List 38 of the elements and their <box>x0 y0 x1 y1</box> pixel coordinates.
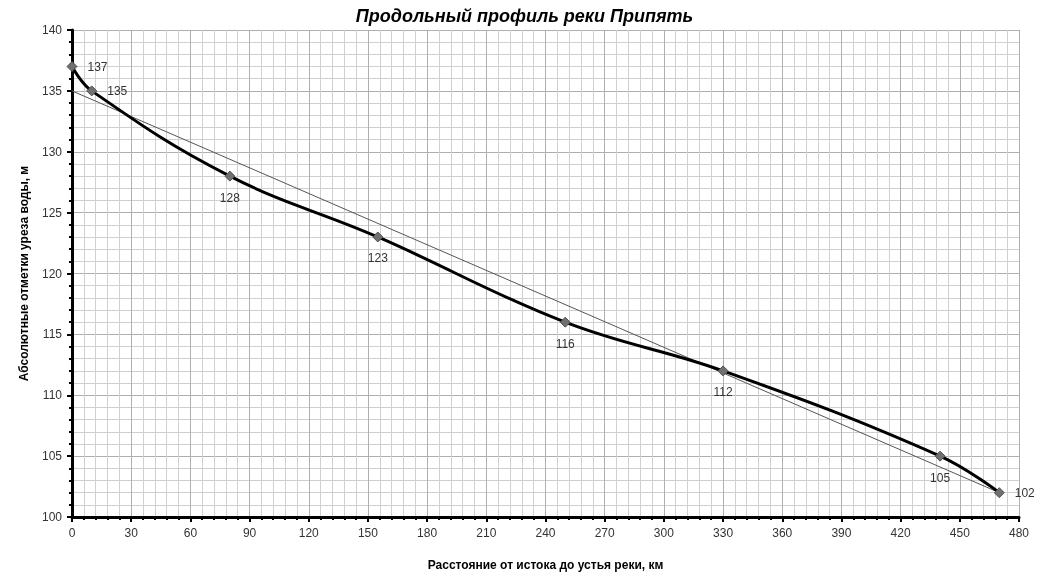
data-label: 123 <box>367 251 389 266</box>
x-tick-label: 120 <box>298 526 320 540</box>
data-label: 105 <box>930 470 951 485</box>
data-label: 112 <box>713 385 733 400</box>
data-label: 128 <box>219 190 241 205</box>
data-label: 116 <box>555 336 576 351</box>
data-label: 137 <box>87 59 108 74</box>
x-tick-label: 330 <box>713 526 734 540</box>
x-tick-label: 300 <box>653 526 675 540</box>
x-tick-label: 90 <box>242 526 257 540</box>
y-tick-label: 115 <box>42 327 63 342</box>
y-tick-label: 130 <box>41 144 63 159</box>
x-tick-label: 450 <box>949 526 971 540</box>
y-tick-label: 125 <box>41 205 63 220</box>
x-tick-label: 360 <box>772 526 793 540</box>
y-tick-label: 105 <box>41 449 63 464</box>
x-tick-label: 270 <box>594 526 616 540</box>
point <box>993 487 1005 499</box>
x-tick-label: 420 <box>890 526 911 540</box>
x-tick-label: 0 <box>68 526 76 540</box>
x-tick-label: 180 <box>417 526 438 540</box>
y-tick-label: 120 <box>41 266 63 281</box>
x-axis-title: Расстояние от истока до устья реки, км <box>427 558 664 572</box>
y-tick-label: 135 <box>41 83 63 98</box>
data-label: 102 <box>1014 485 1036 500</box>
chart-title: Продольный профиль реки Припять <box>355 6 694 26</box>
y-tick-label: 140 <box>41 23 63 37</box>
x-tick-label: 30 <box>124 526 139 540</box>
y-axis-title: Абсолютные отметки уреза воды, м <box>17 165 31 382</box>
x-tick-label: 390 <box>831 526 852 540</box>
x-tick-label: 210 <box>476 526 497 540</box>
x-tick-label: 150 <box>357 526 379 540</box>
y-tick-label: 110 <box>42 388 63 403</box>
x-tick-label: 240 <box>535 526 556 540</box>
x-tick-label: 480 <box>1008 526 1030 540</box>
data-label: 135 <box>107 83 128 98</box>
y-tick-label: 100 <box>41 510 63 524</box>
x-tick-label: 60 <box>183 526 198 540</box>
